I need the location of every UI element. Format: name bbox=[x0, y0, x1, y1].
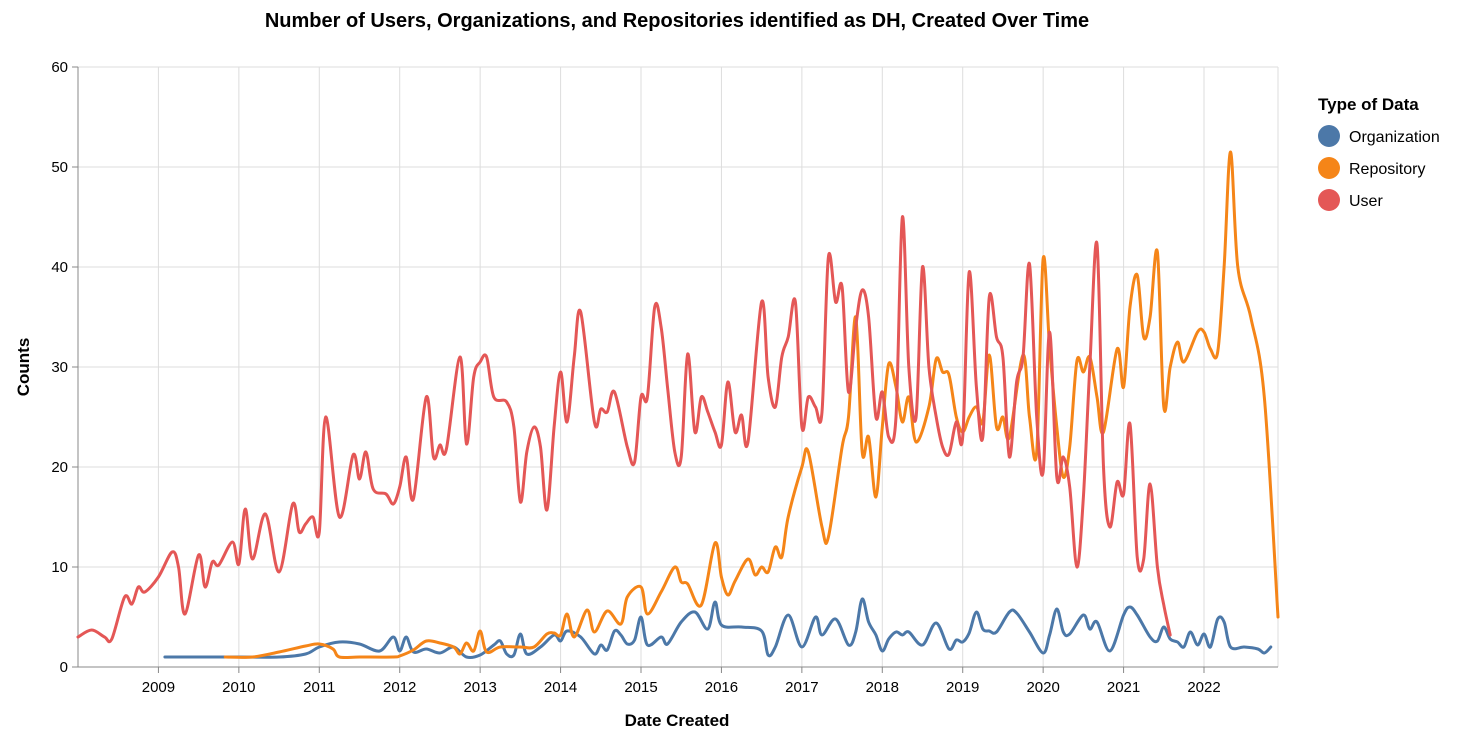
y-tick-label: 60 bbox=[51, 59, 68, 76]
y-tick-label: 10 bbox=[51, 559, 68, 576]
x-tick-label: 2020 bbox=[1026, 679, 1059, 696]
legend-label-user: User bbox=[1349, 193, 1383, 210]
x-tick-label: 2019 bbox=[946, 679, 979, 696]
grid bbox=[78, 66, 1279, 668]
x-axis-title: Date Created bbox=[625, 711, 730, 730]
y-tick-label: 50 bbox=[51, 159, 68, 176]
legend-swatch-user bbox=[1318, 189, 1340, 211]
legend: Type of Data Organization Repository User bbox=[1318, 95, 1440, 211]
x-tick-label: 2013 bbox=[463, 679, 496, 696]
chart-title: Number of Users, Organizations, and Repo… bbox=[265, 10, 1089, 32]
y-tick-label: 40 bbox=[51, 259, 68, 276]
x-tick-label: 2010 bbox=[222, 679, 255, 696]
x-tick-label: 2018 bbox=[866, 679, 899, 696]
legend-title: Type of Data bbox=[1318, 95, 1419, 114]
x-tick-label: 2016 bbox=[705, 679, 738, 696]
x-tick-label: 2015 bbox=[624, 679, 657, 696]
x-tick-label: 2011 bbox=[303, 679, 335, 696]
legend-swatch-repository bbox=[1318, 157, 1340, 179]
x-tick-label: 2017 bbox=[785, 679, 818, 696]
y-tick-label: 30 bbox=[51, 359, 68, 376]
series-group bbox=[76, 150, 1280, 660]
y-axis-title: Counts bbox=[14, 338, 33, 397]
legend-label-organization: Organization bbox=[1349, 129, 1440, 146]
x-tick-label: 2022 bbox=[1187, 679, 1220, 696]
series-line-repository bbox=[223, 150, 1280, 660]
x-tick-label: 2021 bbox=[1107, 679, 1140, 696]
axes: 0 10 20 30 40 50 60 2009 2010 2011 2012 2013 2014 201… bbox=[51, 59, 1278, 696]
y-tick-label: 20 bbox=[51, 459, 68, 476]
legend-swatch-organization bbox=[1318, 125, 1340, 147]
series-line-organization bbox=[163, 597, 1273, 660]
x-tick-label: 2009 bbox=[142, 679, 175, 696]
y-tick-label: 0 bbox=[60, 659, 68, 676]
series-line-user bbox=[76, 215, 1172, 644]
x-tick-label: 2012 bbox=[383, 679, 416, 696]
x-tick-label: 2014 bbox=[544, 679, 577, 696]
legend-label-repository: Repository bbox=[1349, 161, 1425, 178]
